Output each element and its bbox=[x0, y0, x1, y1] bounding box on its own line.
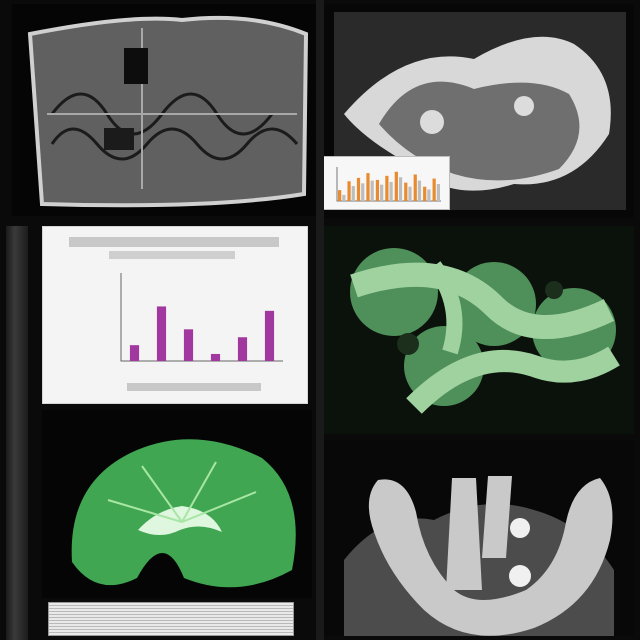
green-branching-micrograph-icon bbox=[324, 226, 634, 434]
main-chart-bar bbox=[156, 306, 167, 361]
inset-chart-bar bbox=[380, 184, 384, 201]
purple-bar-chart-icon bbox=[120, 273, 283, 362]
inset-chart-bar bbox=[370, 180, 374, 201]
main-chart-bar bbox=[237, 337, 248, 361]
panel-divider bbox=[316, 0, 324, 640]
bottom-right-render bbox=[324, 440, 634, 636]
inset-chart-bar bbox=[432, 178, 436, 201]
mid-left-chart-panel bbox=[42, 226, 308, 404]
chart-subtitle-placeholder bbox=[109, 251, 235, 259]
inset-chart-bar bbox=[413, 174, 417, 201]
inset-chart-bar bbox=[408, 186, 412, 201]
main-chart-bar bbox=[183, 329, 194, 361]
gray-network-micrograph-icon bbox=[324, 4, 634, 218]
main-chart-bar bbox=[210, 353, 221, 361]
green-3d-organ-render-icon bbox=[42, 410, 312, 598]
top-right-micrograph bbox=[324, 4, 634, 218]
inset-chart-bar bbox=[427, 189, 431, 201]
inset-chart-bar bbox=[385, 175, 389, 201]
left-edge-strip bbox=[6, 226, 28, 640]
inset-chart-bar bbox=[404, 182, 408, 201]
inset-chart-bar bbox=[342, 194, 346, 201]
chart-title-placeholder bbox=[69, 237, 279, 247]
inset-chart-bar bbox=[389, 181, 393, 201]
inset-chart-bar bbox=[417, 180, 422, 201]
inset-chart-bar bbox=[394, 171, 398, 201]
inset-chart-bar bbox=[361, 183, 365, 201]
inset-bar-chart-panel bbox=[316, 156, 450, 210]
chart-caption-placeholder bbox=[127, 383, 261, 391]
main-chart-bar bbox=[129, 345, 140, 361]
inset-chart-bar bbox=[423, 186, 427, 201]
mesh-branching-render-icon bbox=[324, 440, 634, 636]
inset-chart-bar bbox=[366, 173, 370, 201]
inset-chart-bar bbox=[398, 177, 403, 201]
main-chart-axis bbox=[120, 273, 283, 362]
inset-bar-chart bbox=[336, 167, 441, 202]
dark-tissue-micrograph-icon bbox=[12, 4, 316, 216]
inset-chart-bar bbox=[375, 179, 380, 201]
inset-chart-bar bbox=[351, 186, 355, 201]
bottom-left-render bbox=[42, 410, 312, 598]
main-chart-bar bbox=[264, 310, 275, 361]
bottom-text-strip bbox=[48, 602, 294, 636]
inset-chart-bar bbox=[338, 190, 342, 201]
top-left-micrograph bbox=[12, 4, 316, 216]
mid-right-micrograph bbox=[324, 226, 634, 434]
inset-chart-bar bbox=[436, 184, 440, 201]
inset-chart-bar bbox=[347, 181, 351, 201]
inset-chart-bar bbox=[356, 177, 361, 201]
